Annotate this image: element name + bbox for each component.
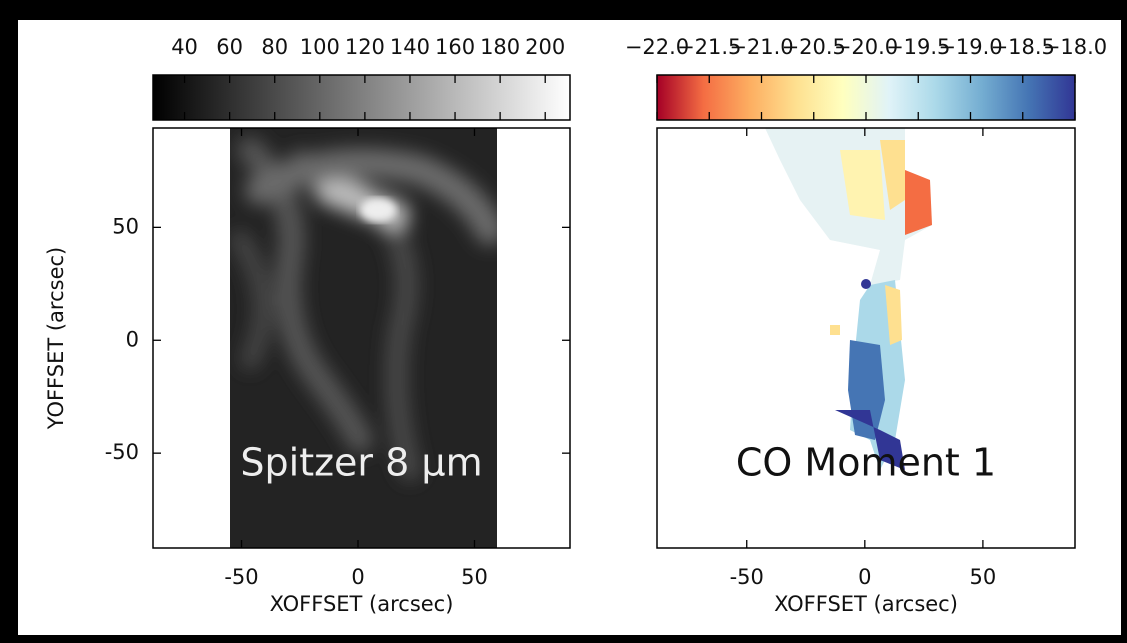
spitzer-image (230, 128, 497, 548)
annotation: CO Moment 1 (736, 441, 996, 485)
y-tick-label: -50 (105, 440, 139, 464)
colorbar (153, 75, 570, 120)
colorbar-tick-label: 140 (390, 35, 430, 59)
y-tick-label: 50 (112, 214, 139, 238)
x-axis-label: XOFFSET (arcsec) (270, 592, 454, 616)
colorbar-tick-label: 60 (216, 35, 243, 59)
x-tick-label: 0 (858, 565, 871, 589)
x-axis-label: XOFFSET (arcsec) (774, 592, 958, 616)
x-tick-label: 50 (970, 565, 997, 589)
colorbar-tick-label: 160 (435, 35, 475, 59)
colorbar-tick-label: 200 (525, 35, 565, 59)
colorbar-tick-label: 120 (345, 35, 385, 59)
colorbar-tick-label: −18.0 (1043, 35, 1107, 59)
colorbar-tick-label: 180 (480, 35, 520, 59)
colorbar-tick-label: 80 (261, 35, 288, 59)
x-tick-label: -50 (730, 565, 764, 589)
x-tick-label: 50 (461, 565, 488, 589)
page: Spitzer 8 μm -50 0 50 -50 0 50 XOFFSET (arcsec)… (0, 0, 1127, 643)
figure: Spitzer 8 μm -50 0 50 -50 0 50 XOFFSET (arcsec)… (0, 0, 1127, 643)
x-tick-label: 0 (351, 565, 364, 589)
y-axis-label: YOFFSET (arcsec) (44, 247, 68, 430)
colorbar-tick-label: 100 (300, 35, 340, 59)
annotation: Spitzer 8 μm (240, 441, 482, 485)
x-tick-label: -50 (224, 565, 258, 589)
y-tick-label: 0 (126, 327, 139, 351)
colorbar-tick-label: 40 (171, 35, 198, 59)
